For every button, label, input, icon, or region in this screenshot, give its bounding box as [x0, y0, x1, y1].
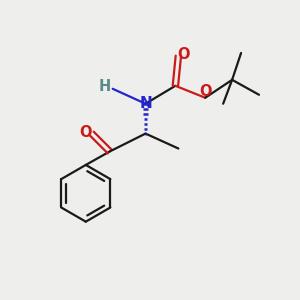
Text: O: O — [79, 124, 92, 140]
Text: N: N — [139, 96, 152, 111]
Text: O: O — [178, 47, 190, 62]
Text: O: O — [199, 84, 211, 99]
Text: H: H — [98, 80, 110, 94]
